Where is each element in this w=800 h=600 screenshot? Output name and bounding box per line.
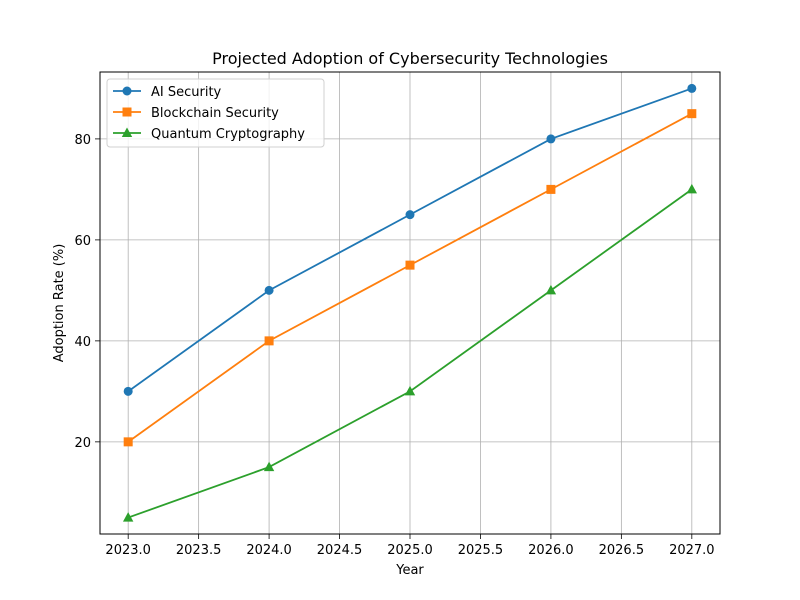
legend-label: Quantum Cryptography xyxy=(151,127,305,142)
data-point xyxy=(545,284,557,295)
x-tick-label: 2025.0 xyxy=(387,543,433,558)
legend-marker xyxy=(122,107,132,117)
data-point xyxy=(404,385,416,396)
data-point xyxy=(546,184,556,194)
series-0 xyxy=(123,83,697,396)
series-1 xyxy=(123,109,697,447)
grid xyxy=(100,72,720,534)
legend-box xyxy=(106,78,325,148)
y-tick-label: 80 xyxy=(74,133,91,148)
data-point xyxy=(123,386,133,396)
x-tick-label: 2026.5 xyxy=(599,543,645,558)
series-layer xyxy=(122,83,698,522)
legend-label: Blockchain Security xyxy=(151,106,279,121)
y-tick-label: 40 xyxy=(74,335,91,350)
y-axis-ticks: 20 40 60 80 xyxy=(74,133,100,451)
x-tick-label: 2023.0 xyxy=(105,543,151,558)
series-2 xyxy=(122,183,698,522)
data-point xyxy=(687,83,697,93)
legend-label: AI Security xyxy=(151,85,222,100)
x-tick-label: 2027.0 xyxy=(669,543,715,558)
data-point xyxy=(122,512,134,522)
data-point xyxy=(405,260,415,270)
x-axis-label: Year xyxy=(395,563,424,578)
legend-marker xyxy=(121,127,133,137)
y-tick-label: 60 xyxy=(74,234,91,249)
legend: AI Security Blockchain Security Quantum Cr… xyxy=(106,78,325,148)
data-point xyxy=(263,461,275,472)
data-point xyxy=(687,109,697,119)
x-tick-label: 2024.0 xyxy=(246,543,292,558)
data-point xyxy=(686,183,698,194)
legend-marker xyxy=(122,86,132,96)
legend-item: AI Security xyxy=(113,85,222,100)
x-tick-label: 2023.5 xyxy=(176,543,222,558)
y-tick-label: 20 xyxy=(74,436,91,451)
data-point xyxy=(405,210,415,220)
x-tick-label: 2025.5 xyxy=(458,543,504,558)
legend-item: Blockchain Security xyxy=(113,106,279,121)
data-point xyxy=(546,134,556,144)
data-point xyxy=(264,285,274,295)
chart-title: Projected Adoption of Cybersecurity Tech… xyxy=(212,49,608,68)
legend-item: Quantum Cryptography xyxy=(113,127,305,142)
x-axis-ticks: 2023.0 2023.5 2024.0 2024.5 2025.0 2025.5 2026… xyxy=(105,534,715,558)
data-point xyxy=(264,336,274,346)
y-axis-label: Adoption Rate (%) xyxy=(52,244,67,363)
data-point xyxy=(123,437,133,447)
x-tick-label: 2024.5 xyxy=(317,543,363,558)
x-tick-label: 2026.0 xyxy=(528,543,574,558)
